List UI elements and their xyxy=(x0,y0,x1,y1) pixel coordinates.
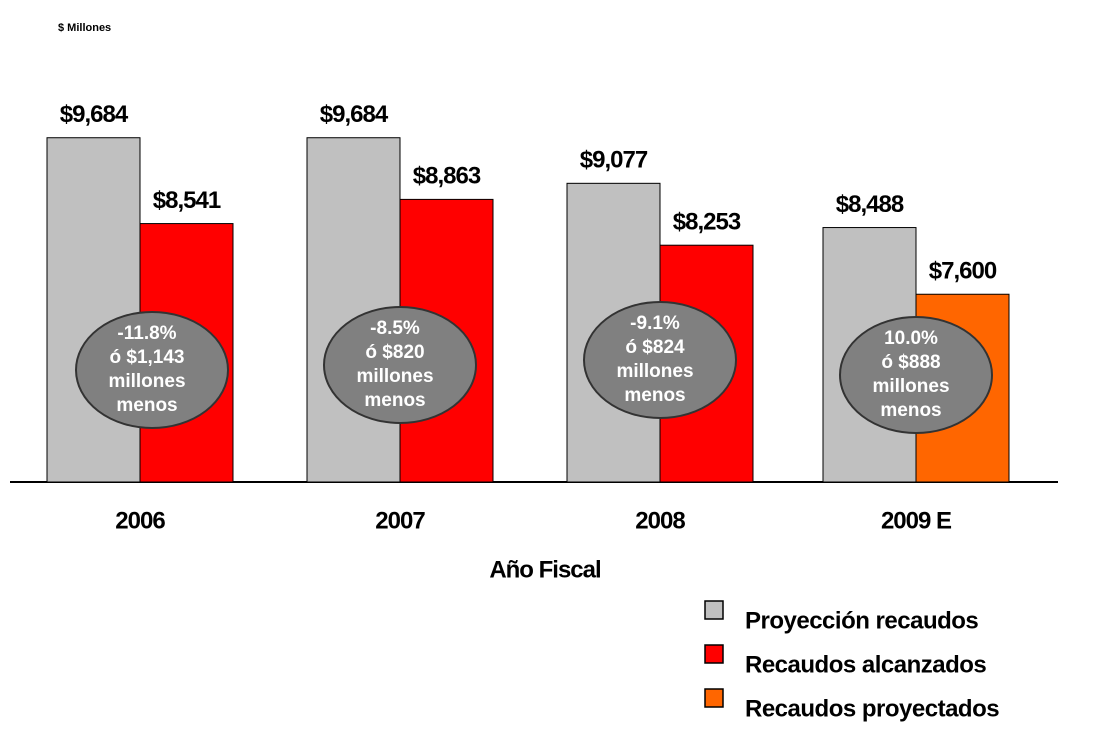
value-label: $9,684 xyxy=(320,101,389,128)
x-tick-label: 2009 E xyxy=(881,507,952,534)
legend-label: Recaudos alcanzados xyxy=(745,651,986,678)
annotation-text: -11.8% xyxy=(117,323,176,344)
annotation-text: millones xyxy=(108,371,185,392)
annotation-text: 10.0% xyxy=(884,328,938,349)
legend-swatch xyxy=(704,688,724,708)
value-label: $8,541 xyxy=(153,187,221,214)
value-label: $9,684 xyxy=(60,101,129,128)
value-label: $9,077 xyxy=(580,147,648,174)
x-tick-label: 2006 xyxy=(115,507,165,534)
legend-swatch xyxy=(704,600,724,620)
annotation-ellipse xyxy=(583,301,737,419)
legend-label: Recaudos proyectados xyxy=(745,695,999,722)
annotation-text: ó $1,143 xyxy=(110,347,185,368)
annotation-text: millones xyxy=(616,361,693,382)
legend-label: Proyección recaudos xyxy=(745,607,978,634)
annotation-text: menos xyxy=(116,395,177,416)
x-tick-label: 2007 xyxy=(375,507,425,534)
bar xyxy=(46,137,141,483)
annotation-ellipse xyxy=(323,306,477,424)
annotation-ellipse xyxy=(839,316,993,434)
value-label: $8,863 xyxy=(413,163,481,190)
annotation-text: menos xyxy=(624,385,685,406)
annotation-text: ó $888 xyxy=(881,352,940,373)
annotation-text: ó $824 xyxy=(625,337,685,358)
legend-swatch xyxy=(704,644,724,664)
annotation-text: millones xyxy=(872,376,949,397)
annotation-text: -9.1% xyxy=(630,313,680,334)
annotation-text: menos xyxy=(364,390,425,411)
value-label: $8,488 xyxy=(836,191,904,218)
x-tick-label: 2008 xyxy=(635,507,685,534)
annotation-ellipse xyxy=(75,311,229,429)
subtitle: $ Millones xyxy=(58,22,111,34)
annotation-text: -8.5% xyxy=(370,318,420,339)
annotation-text: ó $820 xyxy=(365,342,424,363)
annotation-text: millones xyxy=(356,366,433,387)
annotation-text: menos xyxy=(880,400,941,421)
value-label: $7,600 xyxy=(929,258,997,285)
value-label: $8,253 xyxy=(673,209,741,236)
x-axis-label: Año Fiscal xyxy=(489,556,600,583)
